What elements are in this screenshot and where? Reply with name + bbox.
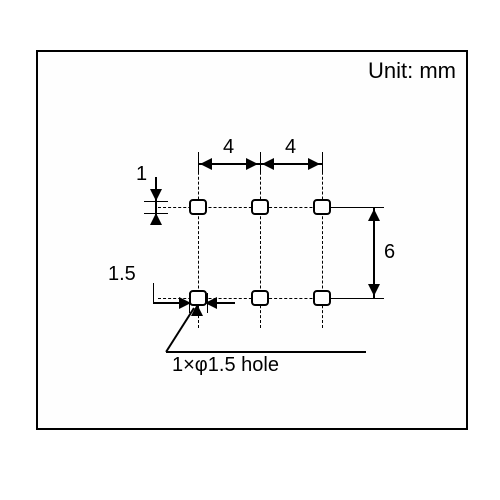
pcb-pad (251, 290, 269, 306)
drawing-frame: Unit: mm 4411.561×φ1.5 hole (36, 50, 468, 430)
diagram-stage: 4 4 1 1.5 6 1×φ1.5 hole (38, 52, 466, 428)
dim-6: 6 (384, 241, 395, 264)
hole-note: 1×φ1.5 hole (172, 354, 279, 377)
pcb-pad (251, 199, 269, 215)
pcb-pad (313, 290, 331, 306)
dim-line (207, 293, 208, 313)
dim-4-a: 4 (223, 136, 234, 159)
dim-4-b: 4 (285, 136, 296, 159)
dim-line (166, 351, 366, 353)
pcb-pad (189, 199, 207, 215)
dim-1p5: 1.5 (108, 263, 136, 286)
dim-line (153, 283, 154, 303)
pcb-pad (313, 199, 331, 215)
dim-1: 1 (136, 163, 147, 186)
